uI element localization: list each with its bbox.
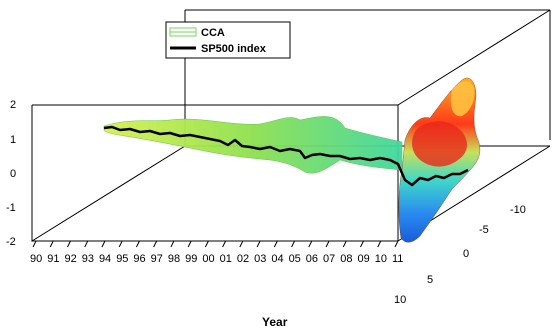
y-tick-label: 0 bbox=[463, 248, 469, 260]
x-tick-label: 00 bbox=[202, 253, 214, 265]
x-tick-mark bbox=[187, 240, 192, 248]
x-tick-mark bbox=[377, 240, 382, 248]
x-tick-mark bbox=[256, 240, 261, 248]
z-tick-label: -2 bbox=[6, 236, 16, 248]
x-tick-label: 94 bbox=[99, 253, 111, 265]
x-tick-mark bbox=[67, 240, 71, 248]
x-tick-label: 08 bbox=[340, 253, 352, 265]
x-tick-label: 96 bbox=[133, 253, 145, 265]
legend: CCA SP500 index bbox=[165, 21, 291, 59]
x-tick-mark bbox=[394, 240, 399, 248]
x-tick-label: 05 bbox=[289, 253, 301, 265]
x-tick-label: 10 bbox=[375, 253, 387, 265]
x-tick-label: 09 bbox=[358, 253, 370, 265]
x-tick-mark bbox=[84, 240, 89, 248]
x-tick-mark bbox=[49, 240, 54, 248]
sp500-path bbox=[103, 125, 469, 187]
x-tick-label: 01 bbox=[220, 253, 232, 265]
cca-spike-ridge bbox=[412, 121, 467, 167]
x-tick-mark bbox=[153, 240, 158, 248]
x-tick-label: 11 bbox=[392, 253, 403, 265]
x-tick-label: 97 bbox=[151, 253, 163, 265]
x-tick-label: 92 bbox=[64, 253, 76, 265]
x-tick-label: 95 bbox=[116, 253, 128, 265]
legend-cca-box bbox=[169, 27, 197, 37]
x-axis-title: Year bbox=[262, 315, 288, 329]
top-front-edge bbox=[397, 9, 551, 106]
x-tick-label: 93 bbox=[82, 253, 94, 265]
z-tick-label: 2 bbox=[10, 99, 16, 111]
x-tick-label: 98 bbox=[168, 253, 180, 265]
x-tick-mark bbox=[135, 240, 140, 248]
x-tick-mark bbox=[273, 240, 278, 248]
x-tick-mark bbox=[291, 240, 296, 248]
cca-surface bbox=[103, 116, 403, 174]
z-axis: 2 1 0 -1 -2 bbox=[6, 99, 16, 248]
cca-band bbox=[103, 116, 403, 174]
x-tick-mark bbox=[308, 240, 313, 248]
x-tick-mark bbox=[101, 240, 106, 248]
x-tick-mark bbox=[360, 240, 364, 248]
x-tick-mark bbox=[325, 240, 330, 248]
x-tick-label: 04 bbox=[271, 253, 283, 265]
sp500-line bbox=[103, 125, 469, 187]
y-tick-label: -10 bbox=[510, 204, 526, 216]
cca-spike-cap bbox=[450, 81, 475, 117]
x-tick-label: 91 bbox=[47, 253, 59, 265]
z-tick-label: 1 bbox=[10, 134, 16, 146]
x-tick-mark bbox=[342, 240, 347, 248]
legend-cca-label: CCA bbox=[201, 27, 225, 39]
back-wall-outline bbox=[31, 10, 186, 242]
x-tick-label: 06 bbox=[306, 253, 318, 265]
legend-sp500-label: SP500 index bbox=[201, 43, 267, 55]
x-tick-label: 90 bbox=[30, 253, 42, 265]
x-tick-label: 07 bbox=[323, 253, 335, 265]
y-axis: -10 -5 0 5 10 bbox=[394, 204, 526, 306]
y-tick-label: 10 bbox=[394, 294, 406, 306]
x-tick-mark bbox=[204, 240, 209, 248]
z-tick-label: -1 bbox=[6, 202, 16, 214]
x-tick-label: 03 bbox=[254, 253, 266, 265]
x-tick-mark bbox=[32, 240, 37, 248]
x-tick-mark bbox=[118, 240, 123, 248]
x-tick-mark bbox=[170, 240, 175, 248]
x-tick-mark bbox=[222, 240, 227, 248]
x-tick-mark bbox=[239, 240, 244, 248]
y-tick-label: 5 bbox=[427, 274, 433, 286]
z-tick-label: 0 bbox=[10, 168, 16, 180]
x-tick-label: 99 bbox=[185, 253, 197, 265]
y-tick-label: -5 bbox=[479, 224, 489, 236]
cca-spike-surface bbox=[398, 77, 481, 243]
x-axis: 90 91 92 93 94 95 96 97 98 99 00 01 02 03 04 05 06 07 08 09… bbox=[30, 240, 403, 265]
x-tick-label: 02 bbox=[237, 253, 249, 265]
